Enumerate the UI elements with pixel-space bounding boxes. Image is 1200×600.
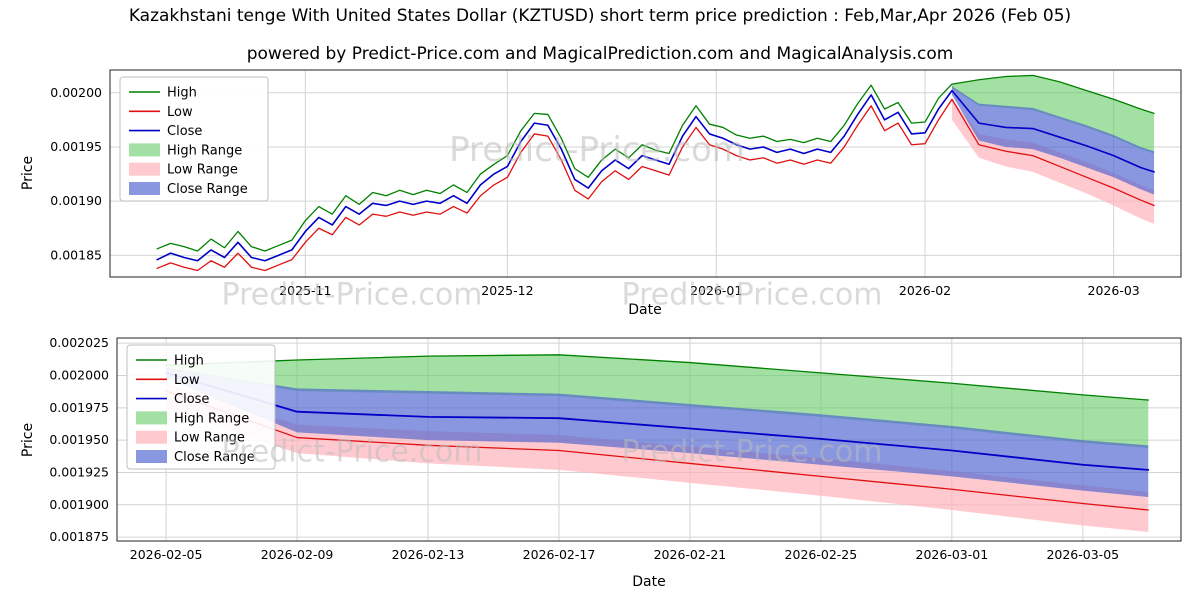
legend-label: Close [174, 392, 209, 407]
close-range-band [166, 367, 1149, 498]
close-line [165, 372, 1150, 471]
legend: High Low Close High Range Low Range Close Ran… [119, 76, 269, 202]
y-tick-label: 0.00195 [50, 139, 102, 154]
legend-label: High Range [174, 411, 249, 426]
high-line [165, 354, 1149, 401]
legend-label: Close Range [167, 182, 248, 197]
legend: High Low Close High Range Low Range Close Ran… [126, 344, 276, 470]
bottom-ylabel: Price [20, 422, 36, 458]
x-tick-label: 2026-02 [899, 283, 951, 298]
close-line [156, 89, 1155, 262]
legend-entry-high: High [129, 86, 197, 101]
high-range-patch-swatch-icon [129, 143, 160, 157]
legend-label: Close [167, 124, 202, 139]
y-tick-label: 0.001925 [49, 464, 109, 479]
x-tick-label: 2026-02-21 [654, 547, 727, 562]
x-tick-label: 2026-01 [690, 283, 742, 298]
low-line [156, 98, 1155, 272]
y-tick-label: 0.001950 [49, 432, 109, 447]
x-tick-label: 2026-02-25 [785, 547, 858, 562]
tick-labels: 2025-11 2025-12 2026-01 2026-02 2026-03 0.001… [50, 85, 1139, 298]
close-range-band [951, 86, 1155, 195]
x-tick-label: 2026-03 [1088, 283, 1140, 298]
low-range-patch-swatch-icon [129, 162, 160, 176]
x-tick-label: 2026-03-05 [1046, 547, 1119, 562]
x-tick-label: 2026-02-09 [261, 547, 334, 562]
legend-entry-close: Close [136, 392, 209, 407]
x-tick-label: 2026-03-01 [916, 547, 989, 562]
y-tick-label: 0.001900 [49, 497, 109, 512]
y-tick-label: 0.00190 [50, 193, 102, 208]
y-tick-label: 0.00185 [50, 247, 102, 262]
top-chart: 2025-11 2025-12 2026-01 2026-02 2026-03 0.001… [50, 69, 1182, 298]
low-line [165, 390, 1149, 511]
chart-subtitle: powered by Predict-Price.com and Magical… [246, 44, 954, 64]
legend-label: Close Range [174, 450, 255, 465]
high-range-patch-swatch-icon [136, 411, 167, 425]
legend-label: High [174, 354, 204, 369]
legend-label: High Range [167, 143, 242, 158]
y-tick-label: 0.00200 [50, 85, 102, 100]
close-range-patch-swatch-icon [129, 182, 160, 195]
y-tick-label: 0.001875 [49, 529, 109, 544]
legend-label: Low [174, 373, 200, 388]
top-xlabel: Date [628, 302, 662, 318]
chart-title: Kazakhstani tenge With United States Dol… [128, 6, 1072, 26]
plot-border [116, 337, 1182, 542]
x-tick-label: 2026-02-13 [392, 547, 465, 562]
legend-entry-high-range: High Range [129, 143, 242, 158]
x-tick-label: 2025-11 [279, 283, 331, 298]
y-tick-label: 0.002000 [49, 367, 109, 382]
legend-entry-low: Low [129, 105, 193, 120]
bottom-xlabel: Date [632, 574, 666, 590]
low-range-patch-swatch-icon [136, 430, 167, 444]
legend-label: Low Range [174, 431, 245, 446]
bottom-chart: 2026-02-05 2026-02-09 2026-02-13 2026-02-17… [49, 335, 1182, 562]
high-range-band [166, 354, 1149, 448]
low-range-band [166, 383, 1149, 532]
legend-entry-low-range: Low Range [129, 162, 238, 178]
legend-entry-close: Close [129, 124, 202, 139]
legend-entry-high: High [136, 354, 204, 369]
plot-border [109, 69, 1182, 278]
x-tick-label: 2026-02-17 [523, 547, 596, 562]
tick-labels: 2026-02-05 2026-02-09 2026-02-13 2026-02-17… [49, 335, 1119, 562]
high-line [156, 74, 1155, 252]
y-tick-label: 0.002025 [49, 335, 109, 350]
close-range-patch-swatch-icon [136, 450, 167, 463]
legend-entry-low-range: Low Range [136, 430, 245, 446]
y-tick-label: 0.001975 [49, 400, 109, 415]
x-tick-label: 2025-12 [481, 283, 533, 298]
legend-label: Low [167, 105, 193, 120]
high-range-band [951, 75, 1155, 154]
x-tick-label: 2026-02-05 [130, 547, 203, 562]
legend-label: Low Range [167, 163, 238, 178]
legend-entry-high-range: High Range [136, 411, 249, 426]
legend-entry-close-range: Close Range [129, 182, 248, 197]
legend-entry-low: Low [136, 373, 200, 388]
low-range-band [951, 99, 1155, 224]
legend-label: High [167, 86, 197, 101]
top-ylabel: Price [20, 155, 36, 191]
legend-entry-close-range: Close Range [136, 450, 255, 465]
